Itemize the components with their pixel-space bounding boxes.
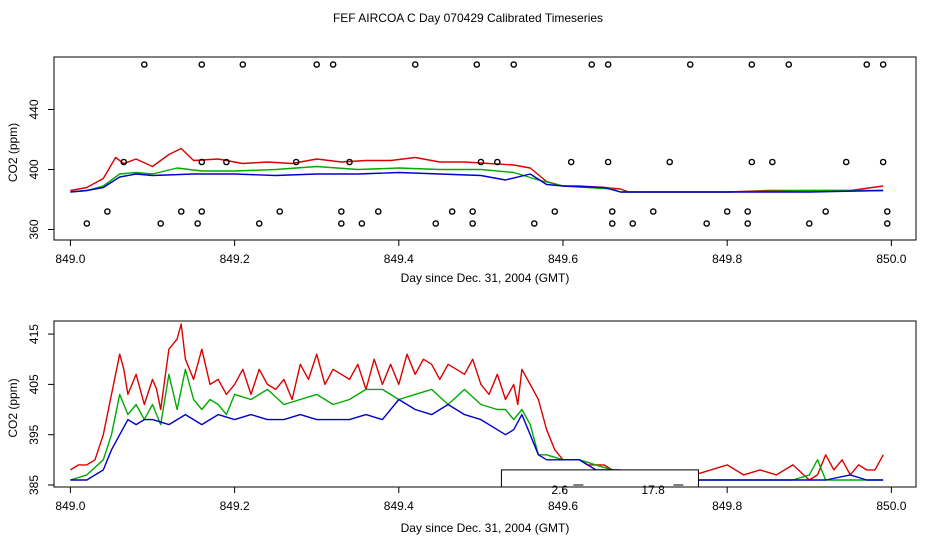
data-point-circle <box>567 158 575 166</box>
x-tick-label: 849.2 <box>220 252 250 266</box>
x-tick-label: 849.0 <box>55 252 85 266</box>
data-point-circle <box>608 220 616 227</box>
data-point-circle <box>744 208 752 215</box>
data-point-circle <box>588 61 596 68</box>
data-point-circle <box>473 61 481 68</box>
data-point-circle <box>292 158 300 166</box>
bottom-panel: 849.0 849.2 849.4 849.6 849.8 850.0 385 395 405 4… <box>6 320 917 535</box>
data-point-circle <box>649 208 657 215</box>
data-point-circle <box>785 61 793 68</box>
y-tick-label: 395 <box>27 424 41 444</box>
series-line-green <box>70 368 884 481</box>
data-point-circle <box>469 220 476 227</box>
data-point-circle <box>194 220 201 227</box>
annotation-box <box>500 469 699 488</box>
x-axis-label: Day since Dec. 31, 2004 (GMT) <box>401 521 570 535</box>
data-point-circle <box>551 208 559 215</box>
data-point-circle <box>769 158 776 166</box>
data-point-circle <box>104 208 111 215</box>
y-tick-label: 415 <box>27 324 41 344</box>
data-point-circle <box>604 61 612 68</box>
data-point-circle <box>748 158 756 166</box>
data-point-circle <box>432 220 440 227</box>
data-point-circle <box>842 158 850 166</box>
y-tick-label: 440 <box>27 99 41 119</box>
data-point-circle <box>494 158 501 166</box>
data-point-circle <box>822 208 829 215</box>
figure-title: FEF AIRCOA C Day 070429 Calibrated Times… <box>333 11 603 25</box>
data-point-circle <box>604 158 612 166</box>
data-point-circle <box>530 220 538 227</box>
data-point-circle <box>863 61 871 68</box>
data-point-circle <box>198 61 206 68</box>
annotation-label: 17.8 <box>641 483 665 497</box>
data-point-circle <box>411 61 419 68</box>
data-point-circle <box>879 61 887 68</box>
data-point-circle <box>883 220 891 227</box>
data-point-circle <box>329 61 337 68</box>
y-tick-label: 405 <box>27 374 41 394</box>
plot-area <box>70 323 884 481</box>
data-point-circle <box>469 208 476 215</box>
data-point-circle <box>157 220 165 227</box>
y-axis-label: CO2 (ppm) <box>6 123 20 182</box>
data-point-circle <box>879 158 887 166</box>
data-point-circle <box>239 61 247 68</box>
x-tick-label: 849.0 <box>55 499 85 513</box>
x-tick-label: 850.0 <box>876 252 906 266</box>
data-point-circle <box>346 158 353 166</box>
plot-area <box>70 61 891 227</box>
data-point-circle <box>666 158 674 166</box>
data-point-circle <box>358 220 366 227</box>
data-point-circle <box>448 208 456 215</box>
data-point-circle <box>255 220 263 227</box>
x-tick-label: 849.8 <box>712 499 742 513</box>
x-tick-label: 849.4 <box>384 499 414 513</box>
data-point-circle <box>177 208 185 215</box>
data-point-circle <box>744 220 752 227</box>
data-point-circle <box>883 208 891 215</box>
x-tick-label: 849.2 <box>220 499 250 513</box>
plot-frame <box>53 320 917 488</box>
y-tick-label: 360 <box>27 219 41 239</box>
y-tick-label: 385 <box>27 475 41 495</box>
annotation-label: 2.6 <box>551 483 568 497</box>
x-tick-label: 849.6 <box>548 499 578 513</box>
data-point-circle <box>141 61 148 68</box>
data-point-circle <box>477 158 485 166</box>
data-point-circle <box>338 208 345 215</box>
data-point-circle <box>198 208 206 215</box>
series-line-green <box>70 165 884 193</box>
data-point-circle <box>83 220 91 227</box>
data-point-circle <box>313 61 321 68</box>
y-tick-label: 400 <box>27 159 41 179</box>
series-line-blue <box>70 398 884 481</box>
data-point-circle <box>198 158 206 166</box>
series-line-blue <box>70 171 884 193</box>
data-point-circle <box>686 61 694 68</box>
data-point-circle <box>723 208 731 215</box>
data-point-circle <box>703 220 710 227</box>
x-tick-label: 849.6 <box>548 252 578 266</box>
data-point-circle <box>510 61 518 68</box>
data-point-circle <box>748 61 756 68</box>
x-tick-label: 849.4 <box>384 252 414 266</box>
data-point-circle <box>805 220 813 227</box>
x-axis-label: Day since Dec. 31, 2004 (GMT) <box>401 271 570 285</box>
data-point-circle <box>338 220 345 227</box>
plot-frame <box>53 56 917 241</box>
y-axis-label: CO2 (ppm) <box>6 378 20 437</box>
series-line-red <box>70 323 884 481</box>
x-tick-label: 850.0 <box>876 499 906 513</box>
data-point-circle <box>223 158 230 166</box>
data-point-circle <box>374 208 382 215</box>
x-tick-label: 849.8 <box>712 252 742 266</box>
data-point-circle <box>120 158 128 166</box>
data-point-circle <box>629 220 637 227</box>
data-point-circle <box>608 208 616 215</box>
data-point-circle <box>276 208 284 215</box>
top-panel: 849.0 849.2 849.4 849.6 849.8 850.0 360 400 440 D… <box>6 56 917 285</box>
